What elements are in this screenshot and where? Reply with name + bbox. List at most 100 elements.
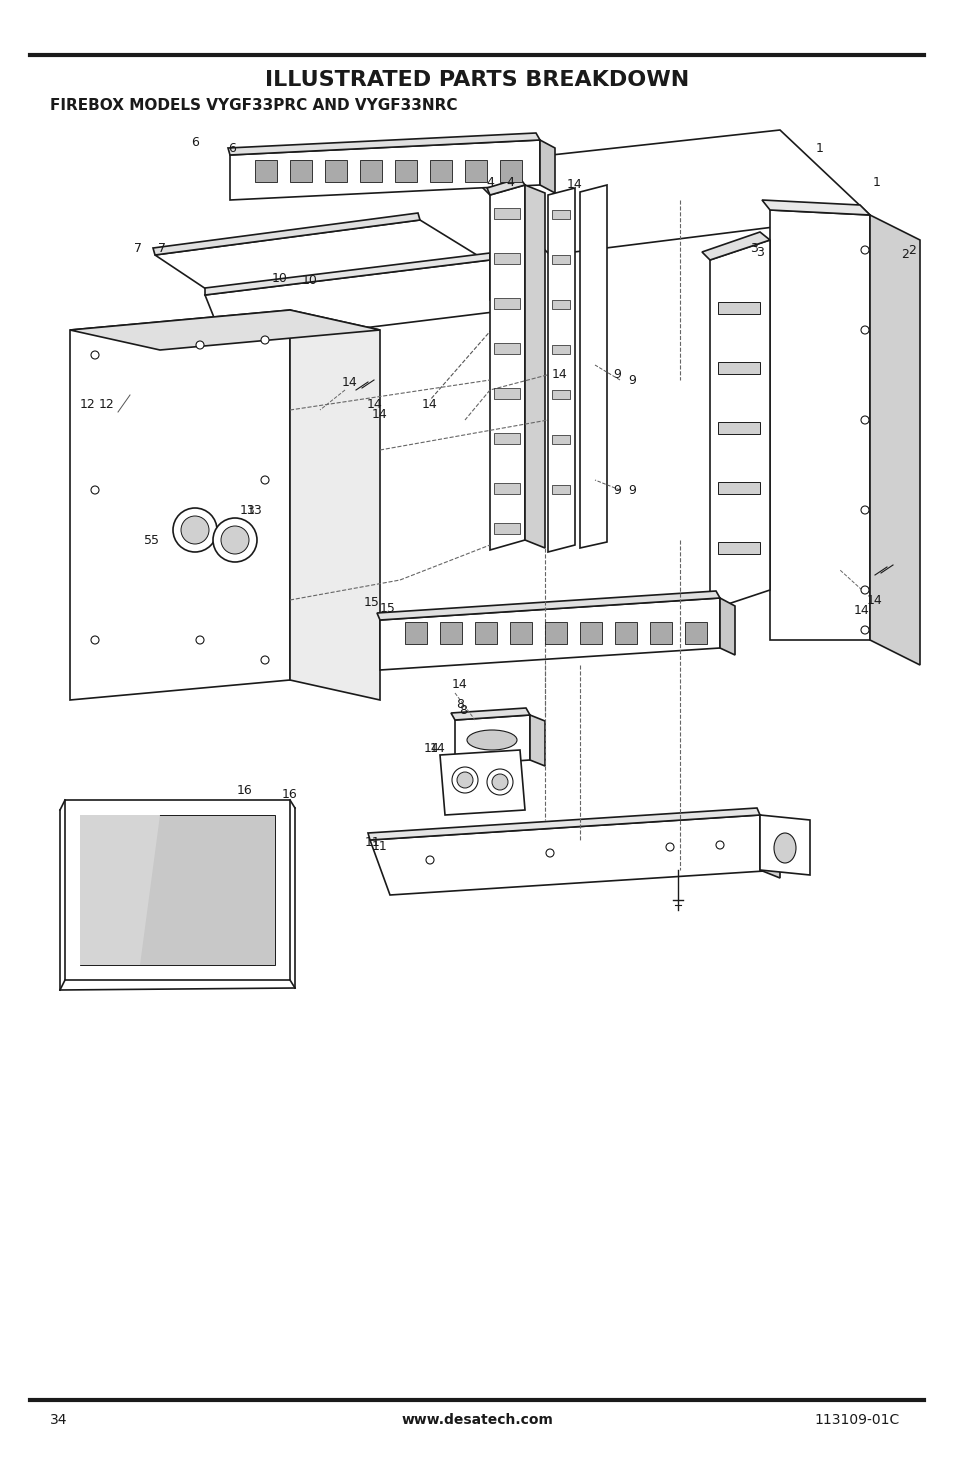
Circle shape: [665, 844, 673, 851]
Text: 7: 7: [158, 242, 166, 255]
Text: FIREBOX MODELS VYGF33PRC AND VYGF33NRC: FIREBOX MODELS VYGF33PRC AND VYGF33NRC: [50, 97, 457, 112]
Bar: [439, 622, 461, 645]
Polygon shape: [451, 708, 530, 720]
Polygon shape: [370, 816, 780, 895]
Polygon shape: [490, 184, 524, 550]
Text: 5: 5: [151, 534, 159, 547]
Text: 16: 16: [282, 789, 297, 801]
Bar: [510, 622, 532, 645]
Bar: [405, 622, 427, 645]
Bar: [499, 159, 521, 181]
Text: 4: 4: [505, 176, 514, 189]
Polygon shape: [65, 799, 290, 979]
Circle shape: [716, 841, 723, 850]
Circle shape: [91, 636, 99, 645]
Bar: [552, 299, 569, 308]
Circle shape: [545, 850, 554, 857]
Text: 15: 15: [379, 602, 395, 615]
Circle shape: [221, 527, 249, 555]
Bar: [494, 524, 519, 534]
Bar: [552, 255, 569, 264]
Polygon shape: [709, 240, 769, 611]
Bar: [718, 422, 760, 434]
Polygon shape: [228, 133, 539, 155]
Text: 10: 10: [302, 273, 317, 286]
Text: 14: 14: [853, 603, 869, 617]
Bar: [684, 622, 706, 645]
Ellipse shape: [467, 730, 517, 749]
Polygon shape: [230, 140, 539, 201]
Bar: [579, 622, 601, 645]
Polygon shape: [760, 816, 809, 875]
Bar: [290, 159, 312, 181]
Text: 4: 4: [485, 176, 494, 189]
Circle shape: [486, 768, 513, 795]
Bar: [718, 482, 760, 494]
Bar: [718, 361, 760, 375]
Bar: [494, 254, 519, 264]
Text: 9: 9: [613, 484, 620, 497]
Polygon shape: [205, 254, 490, 295]
Text: 1: 1: [815, 142, 823, 155]
Text: ILLUSTRATED PARTS BREAKDOWN: ILLUSTRATED PARTS BREAKDOWN: [265, 69, 688, 90]
Text: 8: 8: [458, 704, 467, 717]
Circle shape: [861, 246, 868, 254]
Polygon shape: [439, 749, 524, 816]
Text: 34: 34: [50, 1413, 68, 1426]
Bar: [359, 159, 381, 181]
Text: 14: 14: [424, 742, 439, 755]
Text: 14: 14: [866, 593, 882, 606]
Polygon shape: [760, 816, 780, 878]
Bar: [254, 159, 276, 181]
Polygon shape: [539, 140, 555, 193]
Circle shape: [861, 625, 868, 634]
Polygon shape: [769, 209, 869, 640]
Bar: [718, 541, 760, 555]
Circle shape: [861, 326, 868, 333]
Bar: [649, 622, 671, 645]
Circle shape: [261, 476, 269, 484]
Polygon shape: [579, 184, 606, 549]
Text: 14: 14: [430, 742, 445, 755]
Text: 9: 9: [627, 373, 636, 386]
Bar: [494, 434, 519, 444]
Polygon shape: [290, 310, 379, 701]
Polygon shape: [761, 201, 869, 215]
Text: 8: 8: [456, 699, 463, 711]
Text: 13: 13: [240, 503, 255, 516]
Polygon shape: [80, 816, 274, 965]
Circle shape: [426, 855, 434, 864]
Bar: [552, 345, 569, 354]
Text: 9: 9: [627, 484, 636, 497]
Polygon shape: [376, 591, 720, 620]
Circle shape: [172, 507, 216, 552]
Bar: [464, 159, 486, 181]
Polygon shape: [869, 215, 919, 665]
Polygon shape: [455, 715, 530, 766]
Circle shape: [861, 506, 868, 513]
Polygon shape: [70, 310, 290, 701]
Bar: [615, 622, 637, 645]
Polygon shape: [530, 715, 544, 766]
Polygon shape: [80, 816, 160, 965]
Text: 16: 16: [237, 783, 253, 796]
Bar: [552, 209, 569, 218]
Bar: [494, 344, 519, 354]
Circle shape: [261, 656, 269, 664]
Text: 2: 2: [907, 243, 915, 257]
Text: 13: 13: [247, 503, 263, 516]
Circle shape: [195, 636, 204, 645]
Polygon shape: [154, 220, 484, 295]
Circle shape: [861, 416, 868, 423]
Text: 2: 2: [901, 248, 908, 261]
Text: 14: 14: [452, 678, 467, 692]
Circle shape: [492, 774, 507, 791]
Text: 14: 14: [342, 376, 357, 388]
Bar: [718, 302, 760, 314]
Polygon shape: [459, 130, 869, 255]
Polygon shape: [524, 184, 544, 549]
Polygon shape: [379, 597, 720, 670]
Circle shape: [195, 341, 204, 350]
Bar: [552, 435, 569, 444]
Circle shape: [452, 767, 477, 794]
